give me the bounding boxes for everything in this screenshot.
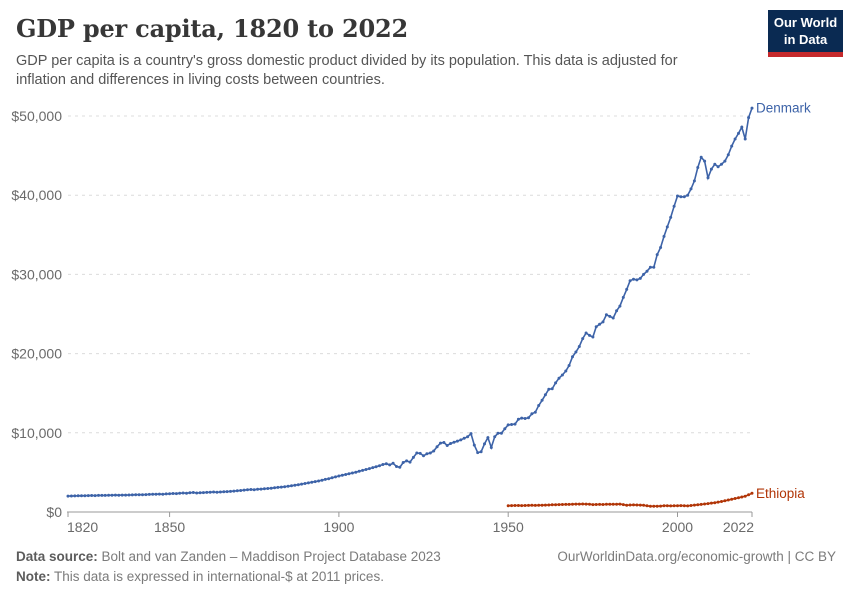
x-tick-label: 1950 (493, 519, 524, 535)
chart-footer: Data source: Bolt and van Zanden – Maddi… (0, 542, 850, 587)
ethiopia-series-label[interactable]: Ethiopia (756, 486, 805, 501)
note-label: Note: (16, 569, 51, 584)
data-source-line: Data source: Bolt and van Zanden – Maddi… (16, 547, 441, 567)
y-tick-label: $10,000 (11, 425, 62, 441)
ethiopia-series[interactable] (506, 491, 754, 508)
x-tick-label: 2022 (723, 519, 754, 535)
x-tick-label: 1900 (323, 519, 354, 535)
chart-subtitle-line2: inflation and differences in living cost… (16, 72, 385, 88)
note-line: Note: This data is expressed in internat… (16, 567, 441, 587)
chart-subtitle-line1: GDP per capita is a country's gross dome… (16, 53, 678, 69)
chart-title: GDP per capita, 1820 to 2022 (16, 14, 408, 43)
footer-left: Data source: Bolt and van Zanden – Maddi… (16, 547, 441, 587)
data-source-label: Data source: (16, 549, 98, 564)
chart-canvas[interactable]: $0 $10,000 $20,000 $30,000 $40,000 $50,000 182… (0, 96, 850, 542)
y-tick-label: $20,000 (11, 346, 62, 362)
owid-logo-line1: Our World (773, 15, 838, 30)
owid-logo[interactable]: Our World in Data (768, 10, 843, 57)
gridlines (68, 115, 754, 434)
owid-logo-line2: in Data (783, 31, 828, 47)
x-tick-label: 1820 (67, 519, 98, 535)
y-tick-label: $50,000 (11, 108, 62, 124)
denmark-line (67, 107, 753, 497)
data-source-text: Bolt and van Zanden – Maddison Project D… (97, 549, 441, 564)
chart-subtitle: GDP per capita is a country's gross dome… (16, 52, 726, 90)
y-axis-labels: $0 $10,000 $20,000 $30,000 $40,000 $50,000 (11, 108, 62, 520)
chart-header: GDP per capita, 1820 to 2022 GDP per cap… (0, 0, 850, 96)
y-tick-label: $40,000 (11, 187, 62, 203)
denmark-series[interactable] (66, 106, 754, 498)
x-axis (67, 511, 753, 517)
x-tick-label: 1850 (154, 519, 185, 535)
denmark-series-label[interactable]: Denmark (756, 101, 811, 116)
x-axis-labels: 1820 1850 1900 1950 2000 2022 (67, 519, 754, 535)
owid-url-link[interactable]: OurWorldinData.org/economic-growth | CC … (557, 549, 836, 564)
x-tick-label: 2000 (662, 519, 693, 535)
y-tick-label: $30,000 (11, 266, 62, 282)
y-tick-label: $0 (46, 504, 62, 520)
note-text: This data is expressed in international-… (50, 569, 384, 584)
